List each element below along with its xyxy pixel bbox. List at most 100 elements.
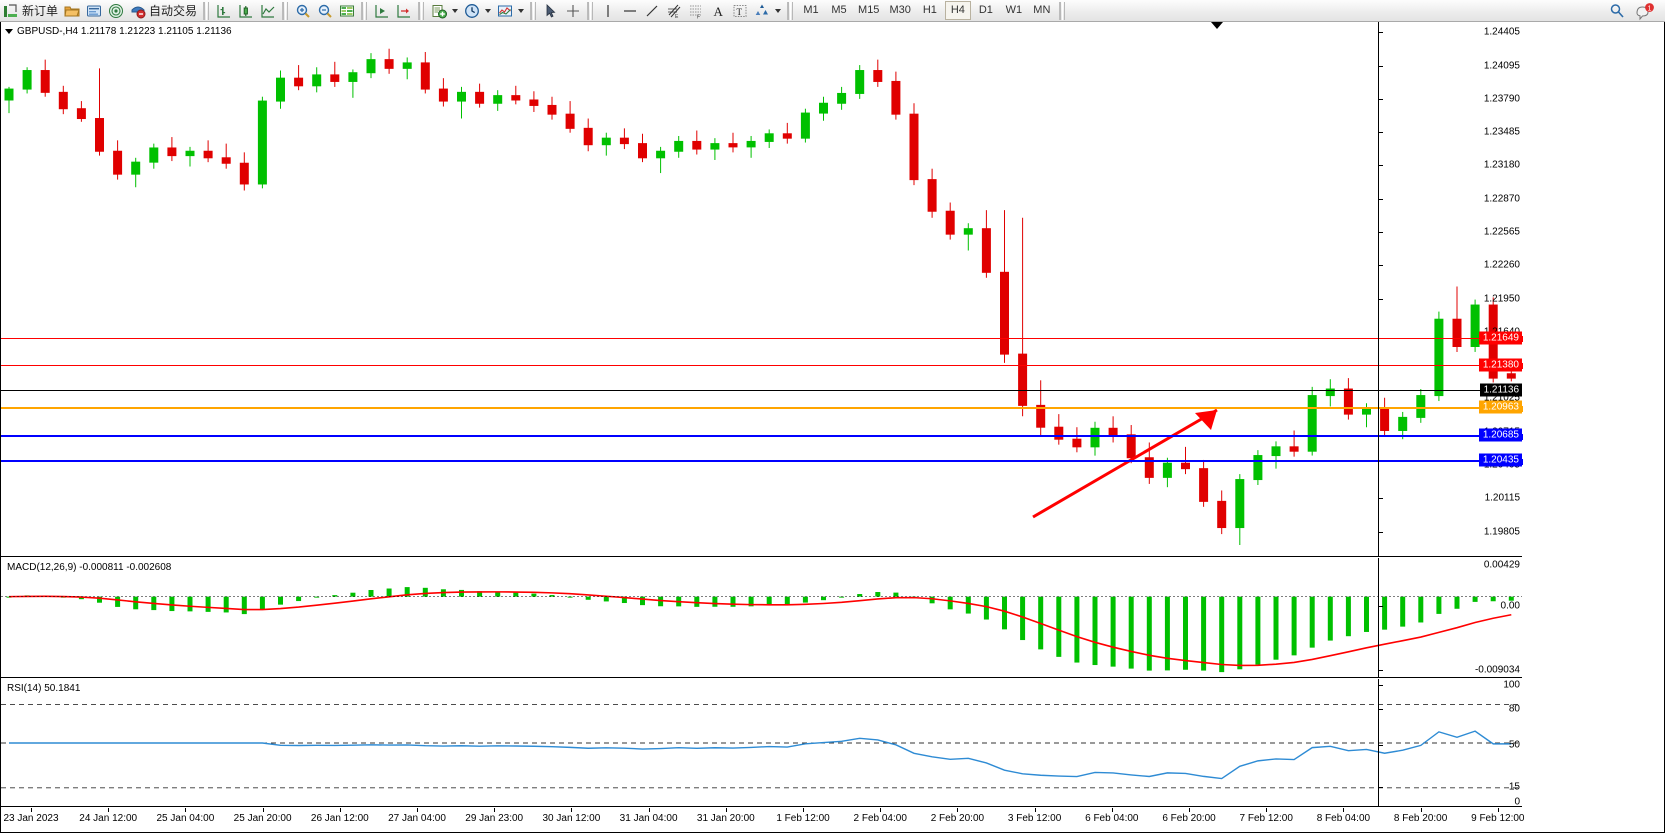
zoom-out-button[interactable] <box>314 1 336 21</box>
svg-text:F: F <box>697 14 700 19</box>
chart-shift-button[interactable] <box>393 1 415 21</box>
chart-container[interactable]: GBPUSD-,H4 1.21178 1.21223 1.21105 1.211… <box>0 22 1665 833</box>
timeframe-m30[interactable]: M30 <box>889 4 911 16</box>
time-tick <box>185 808 187 812</box>
toolbar-separator <box>282 1 290 20</box>
chevron-down-icon[interactable] <box>452 8 459 13</box>
timeframe-m15[interactable]: M15 <box>858 4 880 16</box>
auto-scroll-icon <box>374 3 390 19</box>
chevron-down-icon[interactable] <box>775 8 782 13</box>
zoom-in-button[interactable] <box>292 1 314 21</box>
crosshair-icon <box>565 3 581 19</box>
horizontal-line-icon <box>622 3 638 19</box>
timeframe-h4[interactable]: H4 <box>944 1 971 20</box>
timeframe-m5[interactable]: M5 <box>831 4 847 16</box>
line-chart-icon <box>260 3 276 19</box>
time-tick <box>1189 808 1190 812</box>
period-button[interactable] <box>461 1 494 21</box>
time-tick <box>803 808 804 812</box>
rsi-pane[interactable]: RSI(14) 50.1841 100 80 50 15 0 <box>1 679 1522 808</box>
autotrading-button[interactable]: 自动交易 <box>127 1 200 21</box>
timeframe-m1[interactable]: M1 <box>803 4 819 16</box>
add-indicator-button[interactable] <box>428 1 461 21</box>
label-tool[interactable]: T <box>729 1 751 21</box>
timeframe-w1[interactable]: W1 <box>1005 4 1023 16</box>
shapes-tool[interactable] <box>751 1 784 21</box>
price-tick-label: 1.19805 <box>1483 526 1520 538</box>
toolbar-separator <box>587 1 595 20</box>
bar-chart-button[interactable] <box>213 1 235 21</box>
timeframe-d1[interactable]: D1 <box>978 4 993 16</box>
time-axis-label: 6 Feb 04:00 <box>1085 813 1139 824</box>
current-price-line <box>1 390 1522 391</box>
terminal-button[interactable] <box>83 1 105 21</box>
time-axis-label: 31 Jan 04:00 <box>619 813 678 824</box>
folder-button[interactable] <box>61 1 83 21</box>
price-axis[interactable]: 1.24405 1.24095 1.23790 1.23485 1.23180 … <box>1378 22 1522 556</box>
time-tick <box>31 808 32 812</box>
rsi-tick-label: 0 <box>1514 796 1520 808</box>
new-order-label: 新订单 <box>22 4 59 18</box>
price-tick-label: 1.22260 <box>1483 259 1520 271</box>
price-tick-label: 1.22565 <box>1483 226 1520 238</box>
grid-icon <box>339 3 355 19</box>
auto-scroll-button[interactable] <box>371 1 393 21</box>
templates-button[interactable] <box>494 1 527 21</box>
price-tick-label: 1.24095 <box>1483 60 1520 72</box>
timeframe-mn[interactable]: MN <box>1033 4 1051 16</box>
channel-icon: E <box>666 3 682 19</box>
zoom-in-icon <box>295 3 311 19</box>
search-icon[interactable] <box>1609 3 1625 19</box>
time-axis-label: 6 Feb 20:00 <box>1162 813 1216 824</box>
shapes-icon <box>754 3 770 19</box>
data-window-button[interactable] <box>336 1 358 21</box>
time-tick <box>1343 808 1345 812</box>
candlestick-chart-button[interactable] <box>235 1 257 21</box>
folder-icon <box>64 3 80 19</box>
resistance-1-tag: 1.21649 <box>1478 331 1522 345</box>
price-tick-label: 1.20115 <box>1484 492 1520 504</box>
vertical-line-tool[interactable] <box>597 1 619 21</box>
collapse-arrow-icon[interactable] <box>5 28 13 34</box>
toolbar-separator <box>530 1 538 20</box>
price-tick-label: 1.23180 <box>1483 159 1520 171</box>
svg-text:T: T <box>737 7 743 17</box>
time-axis-label: 7 Feb 12:00 <box>1239 813 1293 824</box>
time-tick <box>1497 808 1499 812</box>
time-axis-label: 25 Jan 04:00 <box>156 813 215 824</box>
time-axis-label: 25 Jan 20:00 <box>233 813 292 824</box>
time-axis-label: 30 Jan 12:00 <box>542 813 601 824</box>
support-line-2[interactable] <box>1 459 1523 465</box>
text-tool[interactable]: A <box>707 1 729 21</box>
cursor-tool[interactable] <box>540 1 562 21</box>
notification-badge-count: 1 <box>1648 5 1652 12</box>
pivot-line[interactable] <box>1 406 1523 412</box>
fibonacci-icon: F <box>688 3 704 19</box>
timeframe-group: M1 M5 M15 M30 H1 H4 D1 W1 MN <box>797 1 1056 20</box>
time-axis-label: 29 Jan 23:00 <box>465 813 524 824</box>
chevron-down-icon[interactable] <box>485 8 492 13</box>
horizontal-line-tool[interactable] <box>619 1 641 21</box>
time-tick <box>417 808 418 812</box>
timeframe-h1[interactable]: H1 <box>922 4 937 16</box>
support-2-tag: 1.20435 <box>1478 453 1522 467</box>
trendline-tool[interactable] <box>641 1 663 21</box>
resistance-line-1[interactable] <box>1 336 1523 342</box>
time-tick <box>494 808 496 812</box>
current-price-tag: 1.21136 <box>1479 383 1522 397</box>
macd-title: MACD(12,26,9) -0.000811 -0.002608 <box>7 562 172 573</box>
equidistant-channel-tool[interactable]: E <box>663 1 685 21</box>
macd-pane[interactable]: MACD(12,26,9) -0.000811 -0.002608 0.0042… <box>1 558 1522 678</box>
time-axis-label: 2 Feb 04:00 <box>853 813 907 824</box>
fibonacci-tool[interactable]: F <box>685 1 707 21</box>
notifications-icon[interactable]: 1 <box>1635 2 1655 20</box>
new-order-button[interactable]: 新订单 <box>0 1 61 21</box>
signals-button[interactable] <box>105 1 127 21</box>
resistance-line-2[interactable] <box>1 363 1523 369</box>
time-axis[interactable]: 23 Jan 2023 24 Jan 12:00 25 Jan 04:00 25 Ja… <box>1 808 1524 832</box>
line-chart-button[interactable] <box>257 1 279 21</box>
crosshair-tool[interactable] <box>562 1 584 21</box>
support-line-1[interactable] <box>1 434 1523 440</box>
price-pane[interactable]: GBPUSD-,H4 1.21178 1.21223 1.21105 1.211… <box>1 22 1523 557</box>
chevron-down-icon[interactable] <box>518 8 525 13</box>
